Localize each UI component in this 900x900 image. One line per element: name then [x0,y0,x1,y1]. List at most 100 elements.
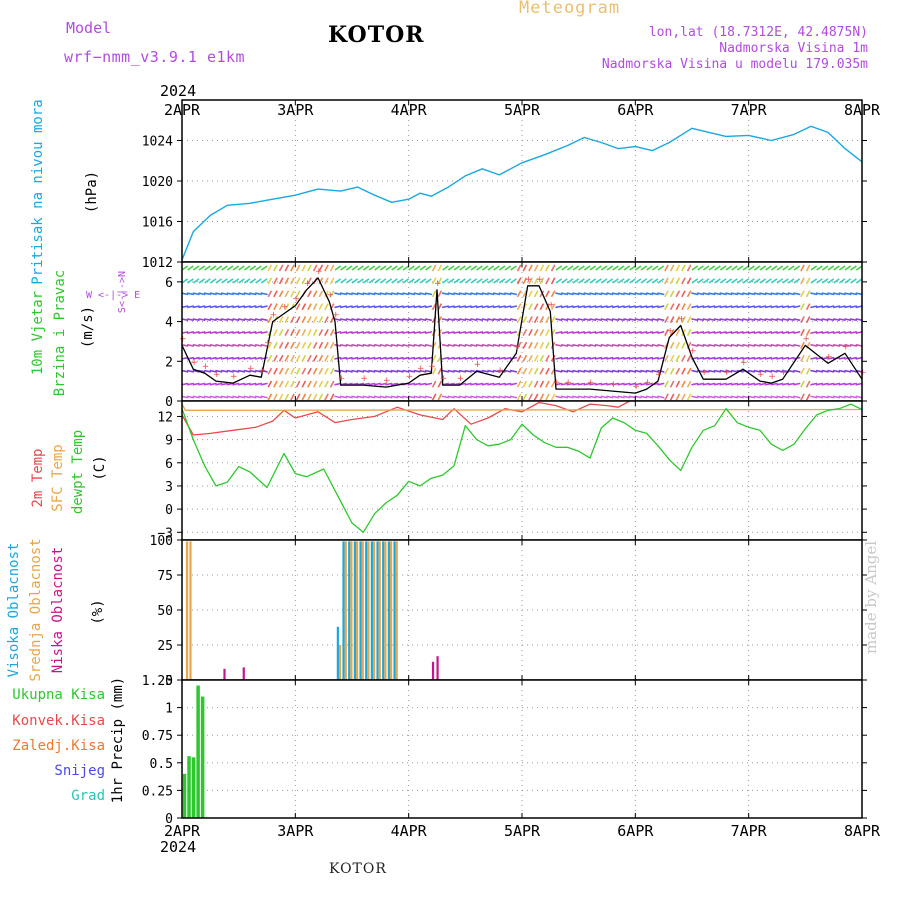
wind-vector [669,316,675,324]
wind-vector [528,354,533,362]
wind-vector [713,330,722,335]
wind-vector [600,278,608,284]
wind-vector [475,305,484,309]
wind-vector [645,343,654,347]
wind-vector [617,382,625,386]
wind-vector [402,292,410,296]
wind-vector [583,292,591,296]
wind-vector [254,330,263,335]
wind-vector [827,292,835,296]
precip-legend-item: Grad [71,788,105,804]
wind-vector [849,292,858,296]
wind-vector [470,382,478,386]
wind-vector [522,316,528,324]
wind-vector [238,278,245,284]
wind-vector [267,380,273,388]
wind-vector [849,356,858,360]
wind-vector [243,369,251,373]
wind-vector [318,316,324,324]
wind-vector [589,395,597,399]
wind-vector [307,393,312,401]
wind-vector [278,380,284,388]
wind-vector [307,341,312,349]
wind-vector [681,277,686,285]
wind-vector [458,318,467,322]
wind-vector [594,343,603,347]
wind-vector [606,305,614,309]
wind-vector [295,393,301,401]
wind-vector [714,278,721,284]
cloud-bar [348,541,351,680]
wind-vector [821,292,829,296]
wind-vector [312,341,318,349]
wind-vector [334,265,342,271]
wind-vector [731,278,738,284]
wind-vector [545,341,550,349]
x-tick-label-bottom: 5APR [504,822,541,840]
cloud-bar [382,541,385,680]
wind-vector [220,292,229,296]
wind-vector [413,265,421,271]
wind-vector [324,367,329,375]
wind-vector [209,369,217,373]
wind-marker: + [264,338,272,348]
cloud-bar [387,541,390,680]
wind-marker: + [332,311,340,321]
wind-vector [424,330,433,335]
wind-vector [385,305,393,309]
wind-vector [664,290,669,298]
wind-vector [396,395,404,399]
wind-vector [821,278,829,284]
wind-vector [623,369,631,373]
wind-vector [198,305,206,309]
wind-vector [545,367,550,375]
wind-vector [855,278,863,284]
wind-vector [492,369,501,373]
wind-vector [742,265,750,271]
wind-vector [747,382,756,386]
wind-vector [805,290,811,298]
wind-vector [696,382,705,386]
wind-vector [407,318,416,322]
wind-vector [719,292,727,296]
wind-vector [545,277,550,285]
wind-vector [498,369,506,373]
wind-vector [362,278,370,284]
wind-vector [572,292,580,296]
wind-vector [339,305,348,309]
wind-vector [810,292,818,296]
wind-vector [645,318,654,322]
wind-vector [470,318,478,322]
wind-vector [226,305,234,309]
wind-vector [464,343,472,347]
wind-vector [611,369,620,373]
wind-vector [545,380,550,388]
wind-vector [815,382,824,386]
wind-vector [498,343,506,347]
wind-vector [827,382,835,386]
wind-vector [209,305,217,309]
wind-vector [539,393,545,401]
wind-marker: + [304,279,312,289]
wind-vector [340,265,347,271]
wind-vector [759,343,767,347]
wind-vector [764,318,773,322]
wind-vector [611,343,620,347]
wind-vector [764,369,773,373]
wind-vector [708,330,716,335]
wind-vector [657,382,665,386]
wind-vector [301,264,307,272]
wind-vector [810,382,818,386]
wind-vector [572,265,580,271]
wind-vector [345,318,353,322]
wind-vector [278,316,284,324]
wind-vector [787,278,795,284]
wind-vector [572,343,580,347]
wind-vector [550,393,556,401]
wind-vector [356,305,365,309]
wind-vector [254,382,263,386]
wind-vector [815,330,824,335]
wind-vector [329,380,335,388]
wind-vector [651,318,659,322]
wind-vector [730,369,739,373]
